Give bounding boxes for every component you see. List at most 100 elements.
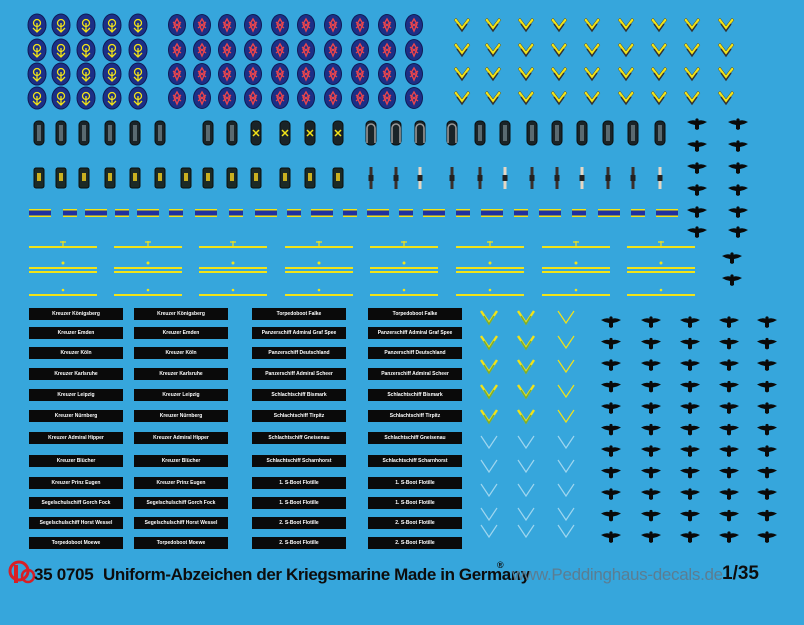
cap-tally-band: Schlachtschiff Scharnhorst xyxy=(368,455,462,467)
eagle-emblem-icon xyxy=(601,359,621,371)
cap-tally-band: Kreuzer Blücher xyxy=(134,455,228,467)
rank-chevron-icon xyxy=(484,42,502,58)
shoulder-board-icon xyxy=(154,120,166,146)
eagle-emblem-icon xyxy=(680,402,700,414)
oval-insignia-icon xyxy=(27,86,47,110)
cap-tally-band: Schlachtschiff Bismark xyxy=(252,389,346,401)
website-link[interactable]: www.Peddinghaus-decals.de xyxy=(512,565,723,584)
eagle-emblem-icon xyxy=(719,359,739,371)
cap-tally-band: Kreuzer Emden xyxy=(134,327,228,339)
eagle-emblem-icon xyxy=(757,316,777,328)
shoulder-board-icon xyxy=(129,120,141,146)
shoulder-board-icon xyxy=(250,120,262,146)
collar-tab-icon xyxy=(279,167,291,189)
oval-insignia-icon xyxy=(218,14,236,36)
cap-tally-band: Kreuzer Blücher xyxy=(29,455,123,467)
collar-tab-icon xyxy=(332,167,344,189)
cap-tally-band: Torpedoboot Falke xyxy=(368,308,462,320)
collar-tab-icon xyxy=(477,167,483,189)
oval-insignia-icon xyxy=(128,13,148,37)
shoulder-board-icon xyxy=(446,120,458,146)
cap-stripe-icon xyxy=(399,209,413,217)
cap-stripe-icon xyxy=(85,209,107,217)
eagle-emblem-icon xyxy=(641,402,661,414)
oval-insignia-icon xyxy=(244,39,262,61)
cap-tally-band: Segelschulschiff Horst Wessel xyxy=(134,517,228,529)
scale-label: 1/35 xyxy=(722,563,759,584)
oval-insignia-icon xyxy=(244,87,262,109)
rank-chevron-icon xyxy=(650,17,668,33)
eagle-emblem-icon xyxy=(641,423,661,436)
rank-chevron-icon xyxy=(557,435,575,450)
eagle-emblem-icon xyxy=(680,337,700,350)
collar-tab-icon xyxy=(554,167,560,189)
oval-insignia-icon xyxy=(128,62,148,86)
cap-stripe-icon xyxy=(63,209,77,217)
oval-insignia-icon xyxy=(27,62,47,86)
eagle-emblem-icon xyxy=(601,488,621,500)
eagle-emblem-icon xyxy=(728,118,748,130)
eagle-emblem-icon xyxy=(601,531,621,543)
oval-insignia-icon xyxy=(128,86,148,110)
rank-chevron-icon xyxy=(517,459,535,474)
rank-chevron-icon xyxy=(453,66,471,82)
collar-tab-icon xyxy=(250,167,262,189)
eagle-emblem-icon xyxy=(680,531,700,543)
cap-tally-band: Kreuzer Admiral Hipper xyxy=(134,432,228,444)
cap-tally-band: Kreuzer Karlsruhe xyxy=(29,368,123,380)
rank-chevron-icon xyxy=(480,335,498,351)
cap-tally-band: 1. S-Boot Flotille xyxy=(252,497,346,509)
eagle-emblem-icon xyxy=(641,359,661,371)
eagle-emblem-icon xyxy=(601,380,621,393)
rank-chevron-icon xyxy=(453,17,471,33)
collar-tab-icon xyxy=(304,167,316,189)
cap-tally-band: 2. S-Boot Flotille xyxy=(252,517,346,529)
collar-tab-icon xyxy=(368,167,374,189)
eagle-emblem-icon xyxy=(728,140,748,152)
rank-chevron-icon xyxy=(517,335,535,351)
eagle-emblem-icon xyxy=(728,206,748,218)
cap-stripe-icon xyxy=(572,209,586,217)
oval-insignia-icon xyxy=(297,39,315,61)
eagle-emblem-icon xyxy=(757,445,777,457)
rank-chevron-icon xyxy=(557,409,575,424)
eagle-emblem-icon xyxy=(601,337,621,350)
rank-chevron-icon xyxy=(557,459,575,474)
shoulder-board-icon xyxy=(226,120,238,146)
rank-chevron-icon xyxy=(453,42,471,58)
eagle-emblem-icon xyxy=(757,359,777,371)
eagle-emblem-icon xyxy=(601,316,621,328)
oval-insignia-icon xyxy=(378,14,396,36)
eagle-emblem-icon xyxy=(719,423,739,436)
rank-chevron-icon xyxy=(583,42,601,58)
eagle-emblem-icon xyxy=(757,488,777,500)
decal-artwork xyxy=(27,13,777,543)
cap-tally-band: Kreuzer Admiral Hipper xyxy=(29,432,123,444)
cap-tally-band: 2. S-Boot Flotille xyxy=(252,537,346,549)
cap-tally-band: Schlachtschiff Bismark xyxy=(368,389,462,401)
collar-tab-icon xyxy=(104,167,116,189)
eagle-emblem-icon xyxy=(601,445,621,457)
trademark-mark: ® xyxy=(497,560,504,570)
cap-stripe-icon xyxy=(514,209,528,217)
rank-chevron-icon xyxy=(517,524,535,539)
cap-stripe-icon xyxy=(29,209,51,217)
oval-insignia-icon xyxy=(378,39,396,61)
rank-chevron-icon xyxy=(517,42,535,58)
oval-insignia-icon xyxy=(76,38,96,62)
rank-chevron-icon xyxy=(480,507,498,522)
cap-stripe-icon xyxy=(627,241,695,296)
shoulder-board-icon xyxy=(202,120,214,146)
shoulder-board-icon xyxy=(414,120,426,146)
eagle-emblem-icon xyxy=(719,402,739,414)
rank-chevron-icon xyxy=(517,17,535,33)
rank-chevron-icon xyxy=(550,17,568,33)
oval-insignia-icon xyxy=(102,86,122,110)
cap-stripe-icon xyxy=(137,209,159,217)
cap-tally-band: 1. S-Boot Flotille xyxy=(368,477,462,489)
eagle-emblem-icon xyxy=(757,402,777,414)
collar-tab-icon xyxy=(502,167,508,189)
rank-chevron-icon xyxy=(517,435,535,450)
cap-tally-band: Kreuzer Leipzig xyxy=(134,389,228,401)
eagle-emblem-icon xyxy=(601,402,621,414)
